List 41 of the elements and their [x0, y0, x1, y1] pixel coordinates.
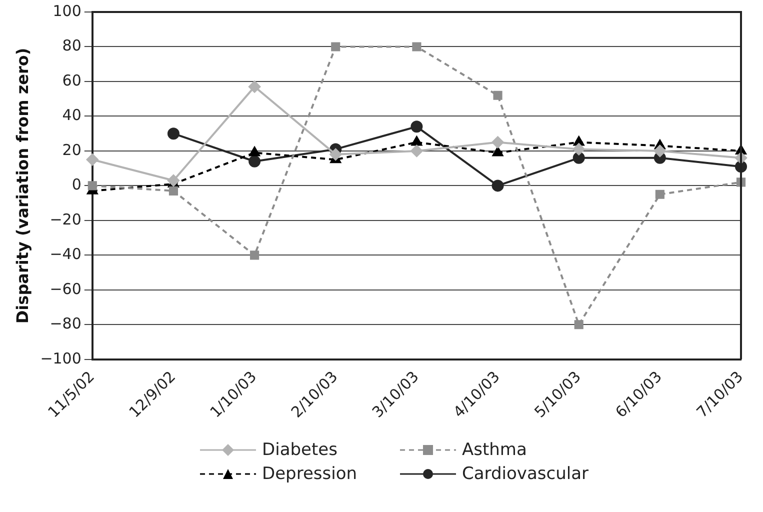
- point: [654, 144, 666, 157]
- y-tick-label: −100: [40, 349, 82, 368]
- point: [250, 250, 260, 260]
- point: [492, 136, 504, 148]
- y-axis-title: Disparity (variation from zero): [12, 48, 32, 324]
- point: [248, 80, 261, 93]
- y-tick-label: 0: [72, 176, 82, 194]
- legend-label: Diabetes: [262, 440, 338, 460]
- point: [412, 42, 422, 52]
- point: [493, 90, 502, 100]
- y-tick-label: −80: [50, 314, 82, 333]
- point: [249, 146, 260, 156]
- point: [248, 155, 261, 168]
- point: [410, 144, 423, 157]
- point: [574, 136, 584, 146]
- point: [167, 174, 180, 186]
- point: [492, 146, 504, 156]
- point: [572, 152, 585, 164]
- point: [410, 120, 423, 133]
- point: [331, 42, 340, 52]
- y-tick-label: 100: [52, 2, 82, 20]
- y-tick-label: 20: [62, 140, 82, 159]
- point: [168, 186, 178, 196]
- point: [655, 190, 664, 199]
- point: [330, 148, 342, 160]
- point: [492, 180, 504, 192]
- legend-label: Asthma: [462, 440, 527, 460]
- y-tick-label: 40: [62, 106, 82, 124]
- legend-label: Cardiovascular: [462, 464, 588, 484]
- y-tick-label: 80: [62, 36, 82, 55]
- point: [167, 128, 180, 140]
- point: [88, 181, 97, 190]
- point: [574, 320, 584, 330]
- y-tick-label: 60: [62, 71, 82, 90]
- y-tick-label: −20: [50, 210, 82, 228]
- point: [411, 136, 422, 146]
- legend-label: Depression: [262, 464, 358, 484]
- y-tick-label: −40: [50, 245, 82, 264]
- point: [86, 154, 98, 166]
- y-tick-label: −60: [50, 280, 82, 298]
- point: [572, 143, 585, 156]
